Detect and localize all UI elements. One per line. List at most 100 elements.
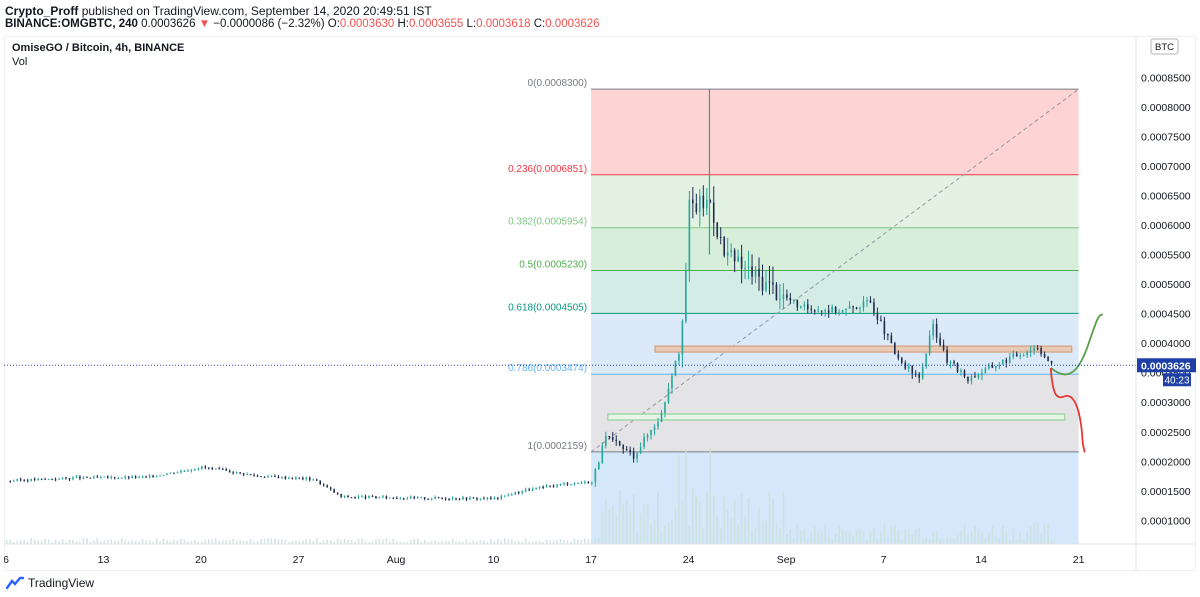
- price-tick-9: 0.0005500: [1141, 250, 1191, 262]
- volume-bar: [789, 529, 792, 544]
- volume-bar: [974, 525, 976, 544]
- candle-body: [552, 485, 555, 487]
- candle-body: [12, 480, 15, 482]
- fibonacci-retracement[interactable]: 0(0.0008300) 0.236(0.0006851) 0.382(0.0005…: [508, 78, 1079, 544]
- candle-body: [218, 468, 221, 470]
- volume-bar: [514, 540, 517, 544]
- volume-bar: [507, 539, 510, 544]
- volume-bar: [883, 522, 886, 544]
- candle-body: [646, 434, 649, 438]
- candle-body: [145, 476, 147, 478]
- candle-body: [601, 445, 604, 463]
- candle-body: [357, 496, 360, 498]
- chart-frame[interactable]: 0(0.0008300) 0.236(0.0006851) 0.382(0.0005…: [3, 35, 1197, 572]
- candle-body: [58, 478, 60, 480]
- volume-bar: [751, 530, 753, 544]
- price-chart[interactable]: 0(0.0008300) 0.236(0.0006851) 0.382(0.0005…: [3, 35, 1197, 572]
- candle-body: [747, 266, 750, 268]
- volume-bar: [894, 524, 896, 544]
- bullish-projection[interactable]: [1050, 313, 1104, 376]
- volume-bar: [970, 531, 973, 544]
- volume-bar: [671, 520, 673, 544]
- volume-bar: [880, 532, 882, 544]
- volume-bar: [625, 500, 628, 544]
- volume-bar: [1015, 539, 1018, 544]
- candle-body: [1050, 361, 1053, 364]
- volume-bar: [657, 490, 659, 544]
- volume-bar: [308, 539, 311, 544]
- volume-bar: [503, 538, 506, 544]
- candle-body: [880, 319, 882, 321]
- volume-bar: [176, 540, 179, 544]
- candle-body: [382, 496, 384, 498]
- time-tick-0: 6: [4, 554, 9, 566]
- volume-bar: [995, 536, 997, 544]
- volume-bar: [552, 540, 555, 544]
- candle-body: [688, 199, 691, 271]
- candle-body: [538, 486, 541, 488]
- volume-bar: [44, 538, 46, 544]
- volume-bar: [364, 540, 367, 544]
- author-name[interactable]: Crypto_Proff: [5, 4, 79, 18]
- candle-body: [674, 360, 677, 376]
- candle-body: [705, 199, 708, 209]
- candle-body: [855, 307, 858, 309]
- volume-bar: [712, 495, 715, 544]
- candle-body: [598, 462, 600, 470]
- volume-bar: [291, 540, 294, 544]
- candle-body: [845, 308, 847, 311]
- candle-body: [852, 306, 854, 308]
- volume-bar: [458, 541, 461, 544]
- zones[interactable]: [607, 345, 1073, 421]
- candle-body: [841, 310, 844, 313]
- volume-bar: [312, 540, 315, 544]
- volume-bar: [531, 541, 534, 544]
- volume-bar: [726, 509, 729, 544]
- volume-bar: [862, 531, 865, 544]
- candle-body: [183, 470, 186, 472]
- candle-body: [503, 495, 506, 497]
- volume-bar: [643, 504, 645, 544]
- volume-bar: [963, 523, 966, 544]
- volume-bar: [350, 540, 353, 544]
- volume-bar: [180, 538, 182, 544]
- publish-info: Crypto_Proff published on TradingView.co…: [5, 4, 432, 18]
- candle-body: [434, 497, 436, 499]
- candle-body: [409, 496, 412, 499]
- currency-badge[interactable]: BTC: [1150, 38, 1179, 55]
- candle-body: [308, 477, 311, 480]
- candle-body: [37, 478, 39, 481]
- candle-body: [984, 368, 987, 373]
- volume-bar: [469, 541, 471, 544]
- volume-bar: [859, 529, 861, 544]
- bearish-projection[interactable]: [1049, 367, 1086, 453]
- candle-body: [695, 203, 698, 212]
- candle-body: [315, 479, 318, 481]
- volume-bar: [232, 538, 234, 544]
- volume-bar: [890, 524, 893, 544]
- fib-label-4: 0.618(0.0004505): [508, 302, 587, 313]
- candle-body: [608, 435, 611, 438]
- resistance-zone[interactable]: [654, 345, 1073, 353]
- volume-bar: [427, 541, 429, 544]
- candle-body: [169, 472, 172, 474]
- volume-bar: [72, 540, 74, 544]
- support-zone[interactable]: [607, 413, 1066, 421]
- candle-body: [594, 469, 597, 482]
- candle-body: [803, 304, 806, 306]
- volume-bar: [598, 538, 600, 544]
- candle-body: [392, 497, 395, 499]
- candle-body: [831, 307, 833, 313]
- time-tick-7: 24: [683, 554, 695, 566]
- price-tag-box[interactable]: [1137, 358, 1196, 373]
- volume-bar: [629, 511, 631, 544]
- candle-body: [758, 269, 760, 277]
- fib-zone-0: [591, 89, 1079, 175]
- candle-body: [622, 445, 625, 450]
- candle-body: [295, 477, 297, 479]
- candle-body: [437, 497, 440, 499]
- projections[interactable]: [1049, 313, 1104, 453]
- tradingview-footer[interactable]: TradingView: [6, 576, 94, 590]
- published-text: published on TradingView.com, September …: [81, 4, 432, 18]
- candle-body: [566, 483, 569, 485]
